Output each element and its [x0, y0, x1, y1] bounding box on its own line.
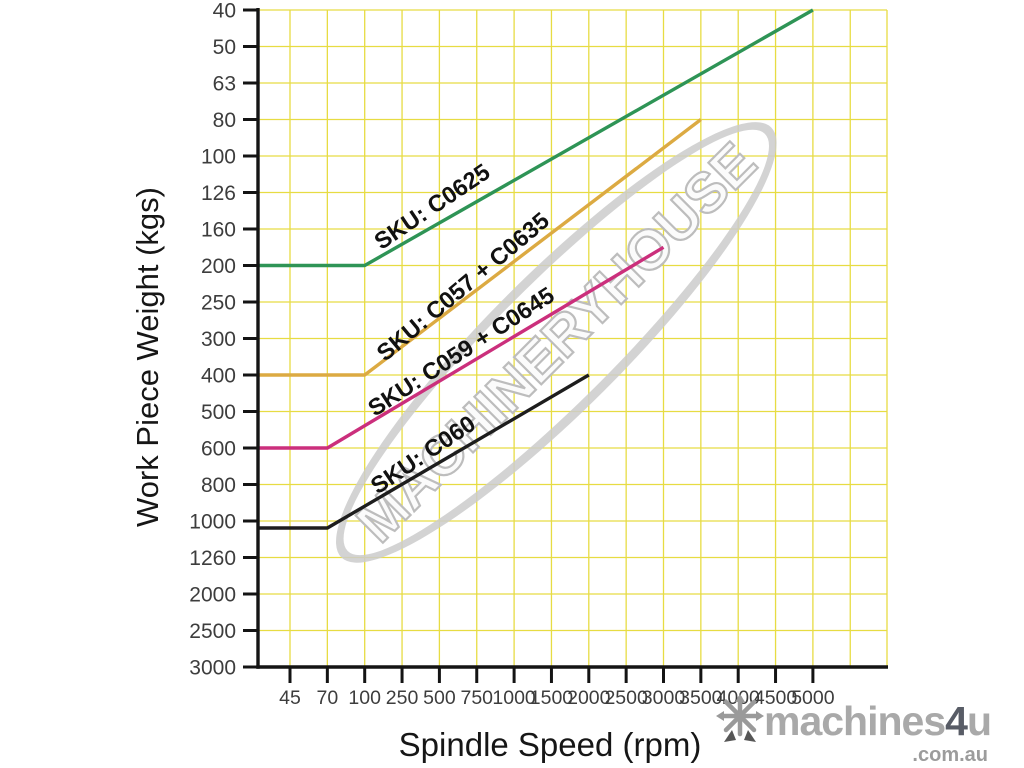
series-line-0: [258, 8, 814, 268]
snowflake-icon: [716, 694, 764, 742]
svg-text:3500: 3500: [679, 687, 723, 709]
svg-text:1000: 1000: [189, 511, 236, 534]
svg-text:63: 63: [213, 73, 236, 96]
svg-text:100: 100: [201, 146, 236, 169]
tick-marks: [243, 8, 815, 683]
svg-text:250: 250: [201, 292, 236, 315]
svg-text:1500: 1500: [530, 687, 574, 709]
svg-text:1260: 1260: [189, 547, 236, 570]
svg-text:500: 500: [423, 687, 456, 709]
svg-text:800: 800: [201, 474, 236, 497]
series-line-2: [258, 245, 665, 450]
brand-u: u: [966, 697, 992, 744]
svg-text:2500: 2500: [189, 620, 236, 643]
brand-4: 4: [945, 697, 968, 744]
svg-text:80: 80: [213, 109, 236, 132]
series-line-1: [258, 118, 702, 377]
svg-text:300: 300: [201, 328, 236, 351]
svg-text:126: 126: [201, 182, 236, 205]
series-label-3: SKU: C060: [366, 410, 480, 499]
svg-text:500: 500: [201, 401, 236, 424]
svg-text:600: 600: [201, 438, 236, 461]
series-line-3: [258, 373, 590, 530]
svg-text:5000: 5000: [791, 687, 835, 709]
svg-text:3000: 3000: [642, 687, 686, 709]
svg-text:200: 200: [201, 255, 236, 278]
svg-text:2000: 2000: [567, 687, 611, 709]
svg-text:2000: 2000: [189, 584, 236, 607]
y-axis-title: Work Piece Weight (kgs): [130, 187, 165, 527]
svg-text:4500: 4500: [754, 687, 798, 709]
axes: [256, 8, 888, 669]
svg-text:400: 400: [201, 365, 236, 388]
svg-text:70: 70: [316, 687, 338, 709]
svg-text:160: 160: [201, 219, 236, 242]
svg-text:1000: 1000: [492, 687, 536, 709]
svg-text:100: 100: [348, 687, 381, 709]
brand-domain: .com.au: [912, 744, 988, 766]
brand-wordmark: machines4u: [764, 697, 992, 744]
svg-text:3000: 3000: [189, 657, 236, 680]
svg-text:250: 250: [386, 687, 419, 709]
svg-text:50: 50: [213, 36, 236, 59]
machines4u-logo: machines4u .com.au: [716, 694, 1016, 766]
series-label-0: SKU: C0625: [369, 158, 494, 254]
svg-text:750: 750: [460, 687, 493, 709]
svg-text:45: 45: [279, 687, 301, 709]
y-tick-labels: 40 50 63 80 100 126 160 200 250 300 400 500 600 800 10…: [189, 0, 236, 680]
brand-machines: machines: [764, 697, 946, 744]
svg-text:2500: 2500: [604, 687, 648, 709]
x-axis-title: Spindle Speed (rpm): [398, 726, 702, 763]
svg-text:40: 40: [213, 0, 236, 23]
